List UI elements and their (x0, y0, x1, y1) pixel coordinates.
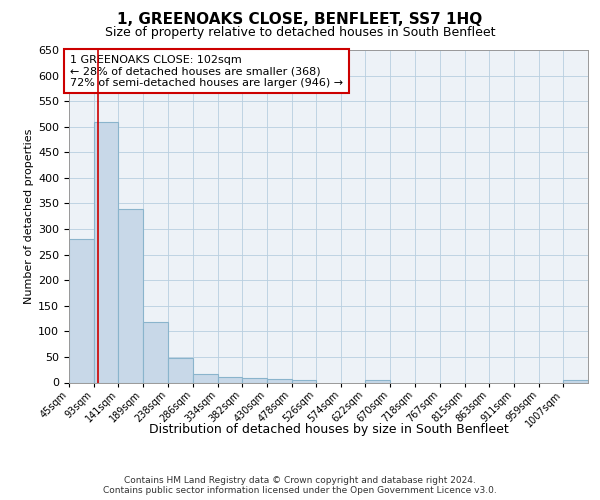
Bar (143, 322, 167, 382)
Bar (365, 380, 390, 382)
Text: 1, GREENOAKS CLOSE, BENFLEET, SS7 1HQ: 1, GREENOAKS CLOSE, BENFLEET, SS7 1HQ (118, 12, 482, 28)
Bar (218, 378, 242, 382)
Text: Contains HM Land Registry data © Crown copyright and database right 2024.
Contai: Contains HM Land Registry data © Crown c… (103, 476, 497, 495)
Bar (193, 374, 218, 382)
Bar (69, 240, 94, 382)
Bar (292, 380, 316, 382)
Bar (94, 122, 118, 382)
Text: Size of property relative to detached houses in South Benfleet: Size of property relative to detached ho… (105, 26, 495, 39)
Bar (168, 358, 193, 382)
Y-axis label: Number of detached properties: Number of detached properties (24, 128, 34, 304)
Text: 1 GREENOAKS CLOSE: 102sqm
← 28% of detached houses are smaller (368)
72% of semi: 1 GREENOAKS CLOSE: 102sqm ← 28% of detac… (70, 54, 343, 88)
Bar (267, 380, 292, 382)
Bar (563, 380, 588, 382)
Bar (118, 208, 143, 382)
Text: Distribution of detached houses by size in South Benfleet: Distribution of detached houses by size … (149, 422, 509, 436)
Bar (242, 378, 267, 382)
